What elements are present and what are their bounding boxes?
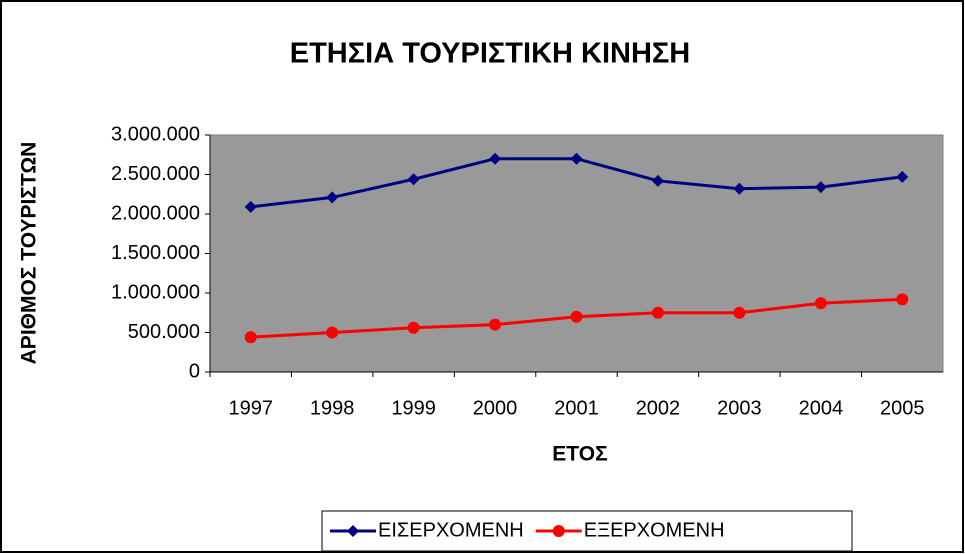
x-tick-label: 2004 — [799, 397, 844, 419]
point — [489, 318, 502, 331]
point — [347, 525, 359, 537]
point — [651, 306, 664, 319]
legend-box — [321, 510, 853, 552]
chart-title: ΕΤΗΣΙΑ ΤΟΥΡΙΣΤΙΚΗ ΚΙΝΗΣΗ — [290, 38, 691, 70]
x-tick-label: 1997 — [228, 397, 273, 419]
point — [733, 182, 746, 195]
plot-area — [209, 134, 944, 373]
point — [570, 152, 583, 165]
y-tick-label: 2.500.000 — [111, 163, 200, 185]
x-axis-label: ΕΤΟΣ — [552, 443, 607, 466]
point — [489, 152, 502, 165]
y-tick-label: 1.500.000 — [111, 242, 200, 264]
x-tick-label: 2005 — [880, 397, 925, 419]
point — [896, 293, 909, 306]
y-axis-label: ΑΡΙΘΜΟΣ ΤΟΥΡΙΣΤΩΝ — [18, 142, 41, 365]
y-tick-label: 2.000.000 — [111, 202, 200, 224]
x-tick-label: 2003 — [717, 397, 762, 419]
x-tick-label: 2002 — [636, 397, 681, 419]
point — [651, 174, 664, 187]
point — [326, 326, 339, 339]
y-tick-label: 500.000 — [128, 321, 200, 343]
point — [814, 181, 827, 194]
point — [552, 525, 565, 537]
y-tick-label: 1.000.000 — [111, 281, 200, 303]
point — [407, 173, 420, 186]
point — [244, 331, 257, 344]
x-tick-label: 1998 — [310, 397, 355, 419]
point — [407, 321, 420, 334]
y-tick-label: 3.000.000 — [111, 123, 200, 145]
point — [244, 200, 257, 213]
x-tick-label: 2001 — [554, 397, 599, 419]
point — [733, 306, 746, 319]
x-tick-label: 2000 — [473, 397, 518, 419]
y-tick-label: 0 — [189, 360, 200, 382]
point — [814, 297, 827, 310]
point — [570, 310, 583, 323]
legend-label: ΕΞΕΡΧΟΜΕΝΗ — [584, 519, 725, 541]
point — [896, 170, 909, 183]
point — [326, 191, 339, 204]
x-tick-label: 1999 — [391, 397, 436, 419]
legend-label: ΕΙΣΕΡΧΟΜΕΝΗ — [378, 519, 524, 541]
